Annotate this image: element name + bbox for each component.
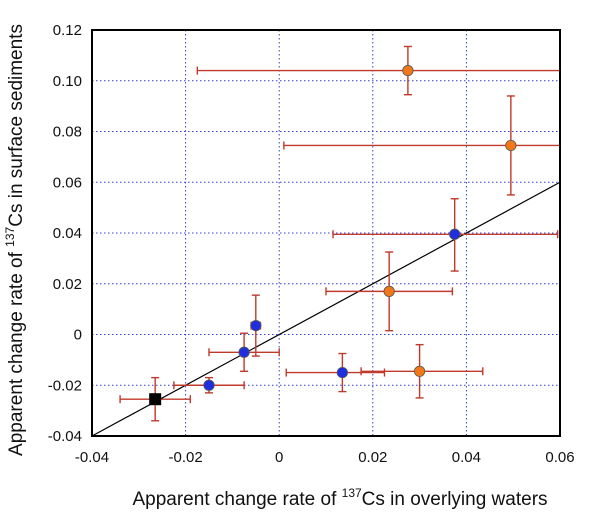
fit-line: [91, 181, 561, 437]
plot-frame: [91, 29, 561, 437]
y-tick-label: 0.02: [53, 276, 82, 293]
x-tick-label: -0.04: [75, 449, 109, 466]
x-tick-label: 0.02: [358, 449, 387, 466]
x-tick-labels: -0.04 -0.02 0 0.02 0.04 0.06: [75, 449, 575, 466]
data-point-square: [149, 393, 162, 406]
x-axis-title: Apparent change rate of 137Cs in overlyi…: [132, 486, 547, 510]
y-tick-label: -0.04: [48, 428, 82, 445]
y-tick-labels: -0.04 -0.02 0 0.02 0.04 0.06 0.08 0.10 0.12: [48, 22, 82, 445]
data-point-blue: [449, 228, 461, 240]
data-point-orange: [402, 65, 414, 77]
x-tick-label: 0.04: [452, 449, 481, 466]
x-tick-label: 0.06: [545, 449, 574, 466]
data-point-blue: [336, 366, 348, 379]
grid-lines: [91, 29, 561, 437]
y-tick-label: -0.02: [48, 377, 82, 394]
data-point-blue: [250, 320, 262, 332]
x-tick-label: 0: [275, 449, 283, 466]
data-point-orange: [383, 285, 395, 297]
y-tick-label: 0.10: [53, 73, 82, 90]
y-tick-label: 0: [74, 327, 82, 344]
data-point-blue: [238, 346, 250, 358]
x-tick-label: -0.02: [168, 449, 202, 466]
data-point-orange: [413, 365, 426, 377]
data-point-blue: [203, 379, 215, 391]
fit-line-layer: [91, 181, 561, 437]
y-tick-label: 0.04: [53, 225, 82, 242]
y-tick-label: 0.06: [53, 174, 82, 191]
data-point-orange: [505, 139, 517, 152]
y-axis-title: Apparent change rate of 137Cs in surface…: [3, 24, 27, 456]
y-tick-label: 0.08: [53, 124, 82, 141]
y-tick-label: 0.12: [53, 22, 82, 39]
data-points-layer: [149, 65, 517, 406]
